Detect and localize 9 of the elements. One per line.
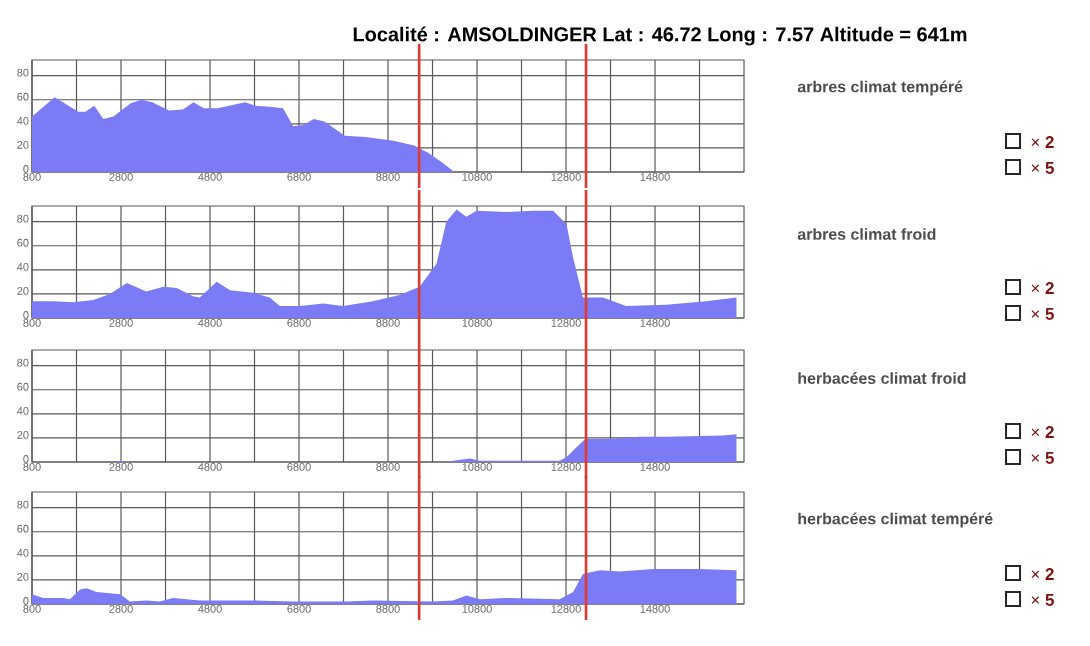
text: × 5 <box>1031 308 1054 320</box>
text: × 5 <box>1031 594 1054 606</box>
text: × 5 <box>1031 162 1054 174</box>
chart-title: Localité : AMSOLDINGER Lat : 46.72 Long : 7.57 Altitude = 641m <box>353 26 967 46</box>
text: × 5 <box>1031 452 1054 464</box>
text: × 2 <box>1031 426 1054 438</box>
text: × 2 <box>1031 568 1054 580</box>
text: × 2 <box>1031 136 1054 148</box>
text: × 2 <box>1031 282 1054 294</box>
